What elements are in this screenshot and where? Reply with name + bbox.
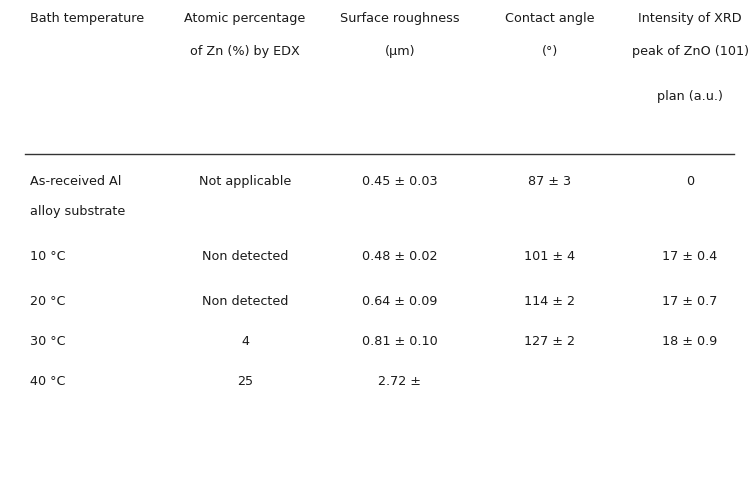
Text: 0.81 ± 0.10: 0.81 ± 0.10: [362, 334, 438, 348]
Text: Not applicable: Not applicable: [199, 175, 291, 188]
Text: plan (a.u.): plan (a.u.): [657, 90, 723, 103]
Text: 101 ± 4: 101 ± 4: [524, 249, 575, 262]
Text: Non detected: Non detected: [201, 294, 288, 307]
Text: As-received Al: As-received Al: [30, 175, 121, 188]
Text: 17 ± 0.4: 17 ± 0.4: [662, 249, 718, 262]
Text: Surface roughness: Surface roughness: [340, 12, 460, 25]
Text: alloy substrate: alloy substrate: [30, 205, 125, 217]
Text: 17 ± 0.7: 17 ± 0.7: [662, 294, 718, 307]
Text: Intensity of XRD: Intensity of XRD: [638, 12, 742, 25]
Text: of Zn (%) by EDX: of Zn (%) by EDX: [190, 45, 300, 58]
Text: 30 °C: 30 °C: [30, 334, 66, 348]
Text: 4: 4: [241, 334, 249, 348]
Text: 87 ± 3: 87 ± 3: [529, 175, 571, 188]
Text: 0: 0: [686, 175, 694, 188]
Text: Contact angle: Contact angle: [506, 12, 595, 25]
Text: (°): (°): [542, 45, 558, 58]
Text: 18 ± 0.9: 18 ± 0.9: [662, 334, 718, 348]
Text: 0.48 ± 0.02: 0.48 ± 0.02: [363, 249, 437, 262]
Text: 25: 25: [237, 374, 253, 387]
Text: Non detected: Non detected: [201, 249, 288, 262]
Text: 0.45 ± 0.03: 0.45 ± 0.03: [363, 175, 438, 188]
Text: peak of ZnO (101): peak of ZnO (101): [631, 45, 748, 58]
Text: 40 °C: 40 °C: [30, 374, 65, 387]
Text: Atomic percentage: Atomic percentage: [184, 12, 306, 25]
Text: 20 °C: 20 °C: [30, 294, 65, 307]
Text: Bath temperature: Bath temperature: [30, 12, 144, 25]
Text: 2.72 ±: 2.72 ±: [378, 374, 422, 387]
Text: 127 ± 2: 127 ± 2: [524, 334, 575, 348]
Text: 0.64 ± 0.09: 0.64 ± 0.09: [363, 294, 437, 307]
Text: 10 °C: 10 °C: [30, 249, 66, 262]
Text: 114 ± 2: 114 ± 2: [524, 294, 575, 307]
Text: (μm): (μm): [385, 45, 415, 58]
